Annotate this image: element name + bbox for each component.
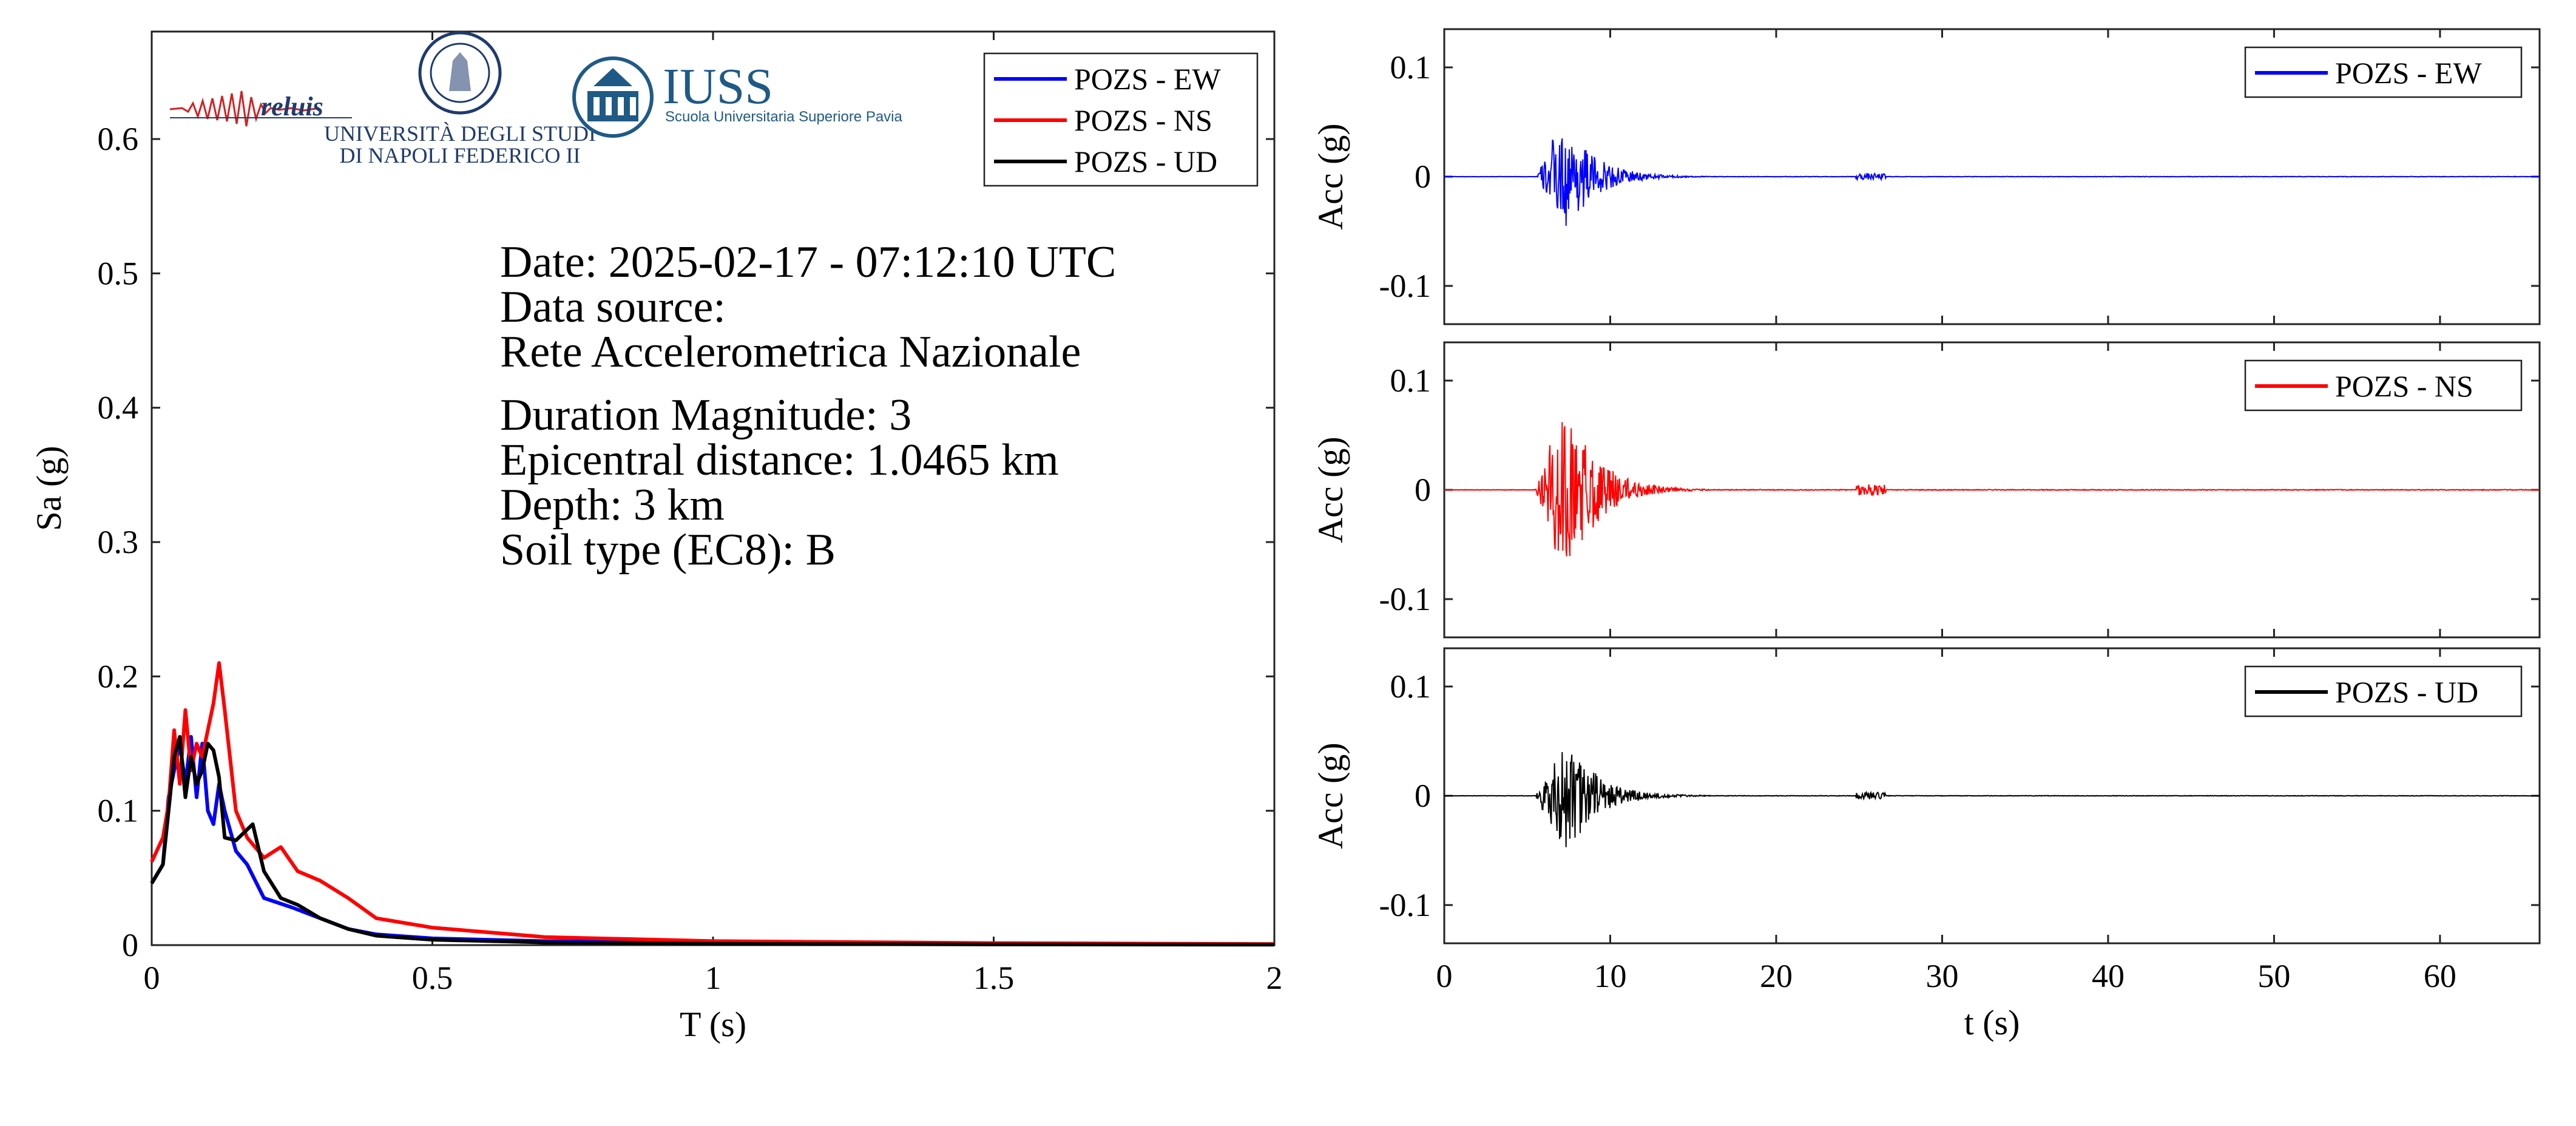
reluis-logo-text: reluis bbox=[261, 92, 323, 121]
legend-entry: POZS - UD bbox=[2335, 675, 2478, 709]
y-axis-label: Acc (g) bbox=[1311, 123, 1350, 230]
legend-entry: POZS - EW bbox=[2335, 56, 2482, 90]
y-tick-label: 0.6 bbox=[98, 121, 139, 157]
y-tick-label: 0.5 bbox=[98, 255, 139, 291]
y-tick-label: 0.1 bbox=[1390, 668, 1432, 705]
legend-box bbox=[2244, 665, 2523, 717]
info-magnitude: Duration Magnitude: 3 bbox=[500, 390, 911, 440]
y-tick-label: -0.1 bbox=[1379, 887, 1431, 923]
legend-entry: POZS - NS bbox=[1074, 103, 1212, 137]
x-tick-label: 0 bbox=[144, 960, 160, 996]
series-line-ud bbox=[150, 734, 1275, 947]
y-axis-label: Acc (g) bbox=[1311, 436, 1350, 543]
x-axis-label: T (s) bbox=[680, 1005, 746, 1044]
iuss-emblem-window bbox=[606, 97, 612, 115]
legend-entry: POZS - EW bbox=[1074, 62, 1221, 96]
legend-entry: POZS - UD bbox=[1074, 144, 1217, 178]
x-tick-label: 40 bbox=[2092, 958, 2125, 994]
unina-seal-inner bbox=[430, 42, 490, 103]
y-tick-label: 0 bbox=[1415, 158, 1431, 195]
iuss-emblem-window bbox=[618, 97, 624, 115]
series-line-ud bbox=[1444, 751, 2540, 847]
y-axis-label: Sa (g) bbox=[29, 446, 69, 531]
legend-entry: POZS - NS bbox=[2335, 369, 2473, 403]
acc-chart-ns: -0.1 0 0.1 Acc (g) POZS - NS bbox=[1311, 341, 2541, 639]
y-tick-label: 0.4 bbox=[98, 390, 139, 426]
iuss-emblem-roof bbox=[593, 68, 632, 86]
info-source: Rete Accelerometrica Nazionale bbox=[500, 327, 1081, 377]
x-tick-label: 0 bbox=[1436, 958, 1453, 994]
y-tick-label: -0.1 bbox=[1379, 581, 1431, 617]
x-axis-label: t (s) bbox=[1964, 1003, 2020, 1042]
y-tick-label: 0.1 bbox=[98, 793, 139, 829]
info-depth: Depth: 3 km bbox=[500, 480, 725, 530]
iuss-emblem-window bbox=[630, 97, 636, 115]
info-source-label: Data source: bbox=[500, 282, 726, 332]
x-tick-label: 10 bbox=[1594, 958, 1626, 994]
series-line-ns bbox=[150, 661, 1275, 946]
reluis-waveform bbox=[169, 90, 316, 127]
event-info: Date: 2025-02-17 - 07:12:10 UTC Data sou… bbox=[500, 237, 1116, 575]
info-soil: Soil type (EC8): B bbox=[500, 525, 836, 575]
unina-line1: UNIVERSITÀ DEGLI STUDI bbox=[324, 121, 596, 146]
unina-logo: UNIVERSITÀ DEGLI STUDI DI NAPOLI FEDERIC… bbox=[324, 31, 596, 168]
unina-seal-figure bbox=[449, 52, 471, 91]
y-tick-label: 0.1 bbox=[1390, 49, 1432, 86]
y-tick-label: 0 bbox=[122, 927, 138, 963]
x-tick-label: 60 bbox=[2424, 958, 2456, 994]
series-line-ew bbox=[1444, 138, 2540, 226]
spectrum-chart: 0 0.1 0.2 0.3 0.4 0.5 0.6 0 0.5 1 1.5 2 Sa (g) T (s) P… bbox=[29, 30, 1283, 1044]
x-tick-label: 30 bbox=[1925, 958, 1958, 994]
series-line-ns bbox=[1444, 422, 2540, 557]
iuss-subtitle: Scuola Universitaria Superiore Pavia bbox=[665, 109, 903, 125]
iuss-logo: IUSS Scuola Universitaria Superiore Pavi… bbox=[572, 56, 903, 138]
x-tick-label: 50 bbox=[2257, 958, 2290, 994]
y-tick-label: -0.1 bbox=[1379, 268, 1431, 304]
y-tick-label: 0 bbox=[1415, 472, 1431, 508]
y-tick-label: 0.2 bbox=[98, 658, 139, 694]
iuss-emblem-window bbox=[593, 97, 600, 115]
x-tick-label: 2 bbox=[1266, 960, 1283, 996]
iuss-title: IUSS bbox=[663, 58, 773, 115]
y-tick-label: 0.1 bbox=[1390, 362, 1432, 399]
y-tick-label: 0.3 bbox=[98, 524, 139, 560]
y-axis-label: Acc (g) bbox=[1311, 742, 1350, 849]
x-tick-label: 0.5 bbox=[412, 960, 453, 996]
x-tick-label: 20 bbox=[1760, 958, 1793, 994]
y-tick-label: 0 bbox=[1415, 778, 1431, 814]
acc-chart-ew: -0.1 0 0.1 Acc (g) POZS - EW bbox=[1311, 28, 2541, 325]
info-date: Date: 2025-02-17 - 07:12:10 UTC bbox=[500, 237, 1116, 287]
x-tick-label: 1 bbox=[705, 960, 722, 996]
x-tick-label: 1.5 bbox=[973, 960, 1015, 996]
reluis-logo: reluis bbox=[169, 90, 352, 127]
unina-line2: DI NAPOLI FEDERICO II bbox=[340, 143, 581, 168]
info-distance: Epicentral distance: 1.0465 km bbox=[500, 435, 1059, 485]
